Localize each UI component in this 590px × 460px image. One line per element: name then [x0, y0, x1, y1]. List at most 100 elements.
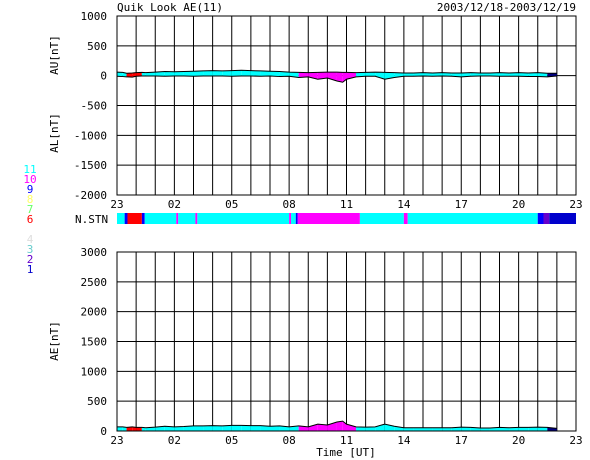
y-tick-label: 500 — [87, 395, 107, 408]
data-fill-segment — [141, 427, 146, 431]
data-fill-segment — [356, 72, 366, 77]
x-tick-label: 11 — [340, 198, 353, 211]
data-fill-segment — [499, 427, 510, 431]
data-fill-segment — [461, 72, 471, 77]
data-fill-segment — [336, 421, 343, 431]
data-fill-segment — [260, 70, 270, 77]
data-fill-segment — [193, 425, 204, 431]
data-fill-segment — [203, 425, 213, 431]
data-fill-segment — [461, 427, 471, 431]
station-segment — [289, 213, 292, 224]
y-tick-label: 3000 — [81, 246, 108, 259]
y-tick-label: -1500 — [74, 159, 107, 172]
au-al-panel-grid — [117, 15, 576, 196]
data-fill-segment — [241, 70, 251, 76]
data-fill-segment — [423, 72, 433, 77]
data-fill-segment — [132, 426, 137, 431]
data-fill-segment — [336, 72, 343, 83]
data-fill-segment — [432, 72, 443, 77]
data-fill-segment — [250, 70, 261, 77]
x-tick-label: 08 — [283, 198, 296, 211]
data-fill-segment — [231, 425, 242, 431]
data-fill-segment — [145, 72, 156, 76]
data-fill-segment — [279, 425, 290, 431]
station-count-label: N.STN — [75, 213, 108, 226]
data-fill-segment — [365, 426, 376, 431]
chart-title: Quik Look AE(11) — [117, 1, 223, 14]
ae-panel-lines — [117, 420, 557, 429]
data-fill-segment — [442, 72, 452, 77]
station-segment — [549, 213, 576, 224]
station-segment — [197, 213, 290, 224]
data-fill-segment — [537, 72, 548, 77]
data-fill-segment — [212, 425, 223, 431]
data-fill-segment — [136, 72, 142, 77]
station-segment — [359, 213, 404, 224]
station-segment — [117, 213, 125, 224]
legend-level: 1 — [27, 263, 34, 276]
data-fill-segment — [451, 72, 462, 77]
y-tick-label: -500 — [81, 100, 108, 113]
ae-axis-label: AE[nT] — [48, 321, 61, 361]
data-fill-segment — [289, 425, 299, 431]
series-line-al — [116, 75, 557, 83]
data-fill-segment — [270, 425, 280, 431]
x-tick-label: 14 — [397, 198, 411, 211]
data-fill-segment — [528, 72, 538, 77]
y-tick-label: -2000 — [74, 189, 107, 202]
data-fill-segment — [308, 424, 318, 431]
data-fill-segment — [375, 72, 385, 80]
station-segment — [407, 213, 538, 224]
au-al-panel-fill — [117, 70, 557, 83]
data-fill-segment — [413, 427, 423, 431]
y-tick-label: 1500 — [81, 336, 108, 349]
data-fill-segment — [117, 72, 123, 77]
data-fill-segment — [155, 426, 165, 431]
data-fill-segment — [375, 424, 385, 431]
y-tick-label: 0 — [100, 70, 107, 83]
data-fill-segment — [222, 425, 232, 431]
data-fill-segment — [136, 427, 142, 431]
data-fill-segment — [317, 72, 328, 80]
data-fill-segment — [365, 72, 376, 77]
au-axis-label: AU[nT] — [48, 35, 61, 75]
ae-panel-frame — [116, 251, 577, 432]
au-al-x-tick-labels: 23 02 05 08 11 14 17 20 23 — [110, 198, 582, 211]
y-tick-label: 1000 — [81, 10, 108, 23]
station-segment — [127, 213, 142, 224]
x-tick-label: 02 — [168, 198, 181, 211]
data-fill-segment — [403, 72, 414, 77]
legend-level: 11 — [23, 163, 36, 176]
legend-level: 3 — [27, 243, 34, 256]
data-fill-segment — [451, 427, 462, 431]
ae-y-tick-labels: 3000 2500 2000 1500 1000 500 0 — [81, 246, 108, 438]
data-fill-segment — [241, 425, 251, 431]
station-segment — [144, 213, 177, 224]
data-fill-segment — [212, 70, 223, 76]
data-fill-segment — [537, 427, 548, 431]
data-fill-segment — [298, 425, 309, 431]
y-tick-label: 500 — [87, 40, 107, 53]
data-fill-segment — [183, 425, 194, 431]
al-axis-label: AL[nT] — [48, 113, 61, 153]
data-fill-segment — [509, 72, 519, 77]
x-tick-label: 14 — [397, 434, 411, 447]
station-segment — [297, 213, 360, 224]
data-fill-segment — [327, 422, 337, 431]
data-fill-segment — [231, 70, 242, 77]
series-line-ae — [117, 420, 557, 429]
station-segment — [403, 213, 408, 224]
x-axis-label: Time [UT] — [316, 446, 376, 459]
data-fill-segment — [270, 71, 280, 77]
data-fill-segment — [279, 71, 290, 77]
data-fill-segment — [174, 426, 184, 431]
ae-panel-grid — [117, 251, 576, 432]
station-segment — [195, 213, 198, 224]
x-tick-label: 23 — [569, 434, 582, 447]
data-fill-segment — [432, 427, 443, 431]
legend-level: 10 — [23, 173, 36, 186]
data-fill-segment — [518, 72, 529, 77]
ae-x-tick-labels: 23 02 05 08 11 14 17 20 23 — [110, 434, 582, 447]
